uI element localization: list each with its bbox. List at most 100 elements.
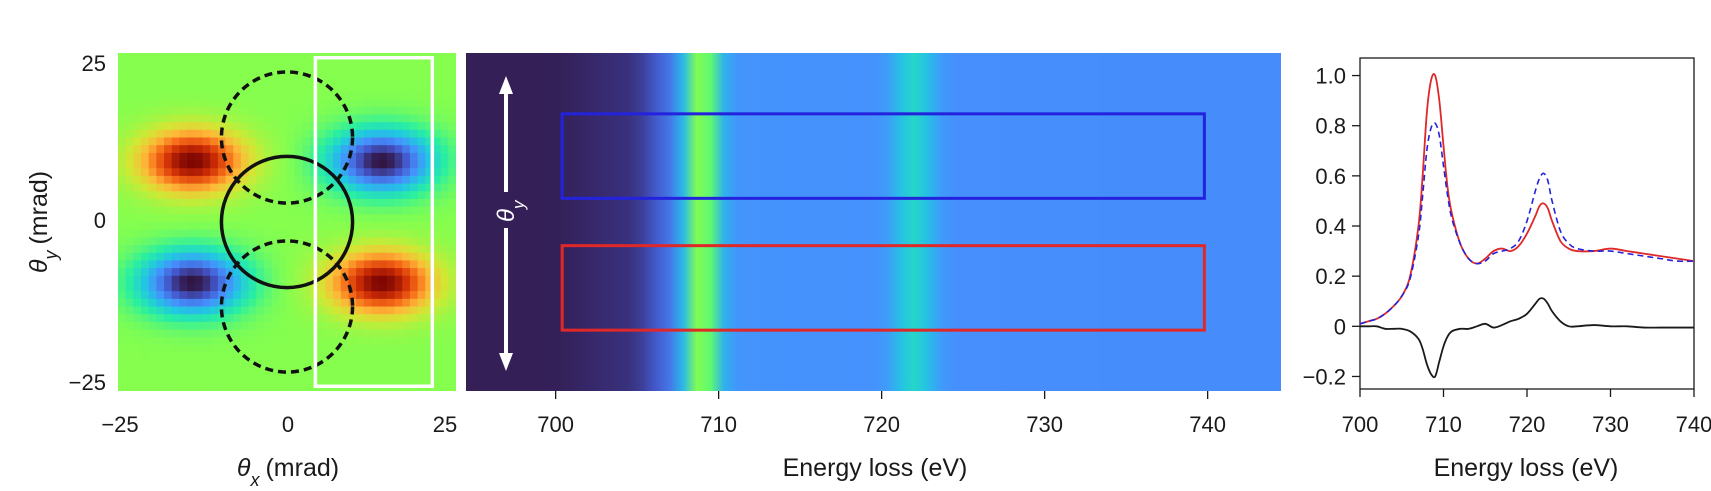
heatmap-cell	[125, 252, 134, 262]
heatmap-cell	[225, 175, 234, 185]
heatmap-cell	[333, 275, 342, 285]
heatmap-cell	[440, 298, 449, 308]
heatmap-cell	[133, 152, 142, 162]
heatmap-cell	[194, 283, 204, 292]
heatmap-cell	[187, 329, 196, 338]
heatmap-cell	[279, 329, 288, 338]
heatmap-cell	[133, 68, 142, 77]
heatmap-cell	[210, 175, 219, 185]
heatmap-cell	[248, 268, 257, 277]
heatmap-cell	[171, 360, 181, 369]
heatmap-cell	[133, 129, 142, 139]
heatmap-cell	[125, 306, 134, 315]
heatmap-cell	[317, 344, 327, 354]
heatmap-cell	[133, 375, 142, 384]
heatmap-cell	[256, 53, 265, 62]
heatmap-cell	[386, 129, 396, 139]
heatmap-cell	[417, 99, 426, 108]
heatmap-cell	[363, 352, 373, 361]
heatmap-cell	[263, 252, 273, 262]
heatmap-cell	[402, 91, 411, 100]
x-tick-label: 0	[282, 412, 294, 437]
heatmap-cell	[141, 360, 150, 369]
heatmap-cell	[425, 337, 434, 346]
heatmap-cell	[287, 99, 296, 108]
heatmap-cell	[379, 329, 388, 338]
heatmap-cell	[386, 83, 396, 93]
heatmap-cell	[133, 160, 142, 169]
heatmap-cell	[164, 183, 173, 192]
heatmap-cell	[340, 168, 350, 177]
heatmap-cell	[340, 367, 350, 377]
heatmap-cell	[217, 367, 227, 377]
heatmap-cell	[417, 352, 426, 361]
heatmap-cell	[394, 152, 403, 162]
heatmap-cell	[325, 314, 334, 323]
heatmap-cell	[386, 222, 396, 231]
heatmap-cell	[333, 237, 342, 246]
heatmap-cell	[409, 60, 419, 69]
heatmap-cell	[118, 383, 127, 391]
heatmap-cell	[233, 367, 242, 377]
heatmap-cell	[194, 191, 204, 200]
heatmap-cell	[379, 183, 388, 192]
heatmap-cell	[279, 191, 288, 200]
heatmap-cell	[233, 191, 242, 200]
integration-box	[560, 112, 1206, 200]
heatmap-cell	[210, 229, 219, 238]
heatmap-cell	[271, 68, 280, 77]
heatmap-cell	[271, 275, 280, 285]
heatmap-cell	[340, 245, 350, 254]
heatmap-cell	[141, 237, 150, 246]
heatmap-cell	[256, 68, 265, 77]
heatmap-cell	[256, 283, 265, 292]
heatmap-cell	[141, 183, 150, 192]
heatmap-cell	[217, 283, 227, 292]
heatmap-cell	[271, 260, 280, 269]
heatmap-cell	[294, 122, 303, 131]
heatmap-cell	[279, 383, 288, 391]
heatmap-cell	[156, 268, 165, 277]
spectra-lines	[1360, 73, 1694, 379]
heatmap-cell	[233, 114, 242, 123]
heatmap-cell	[210, 306, 219, 315]
heatmap-cell	[263, 106, 273, 116]
heatmap-cell	[294, 291, 303, 300]
heatmap-cell	[379, 275, 388, 285]
heatmap-cell	[240, 91, 250, 100]
heatmap-cell	[194, 183, 204, 192]
heatmap-cell	[287, 337, 296, 346]
heatmap-cell	[356, 114, 365, 123]
heatmap-cell	[448, 375, 456, 384]
heatmap-cell	[287, 53, 296, 62]
heatmap-cell	[348, 352, 357, 361]
heatmap-cell	[164, 329, 173, 338]
heatmap-cell	[287, 91, 296, 100]
heatmap-cell	[179, 229, 188, 238]
heatmap-cell	[440, 283, 449, 292]
heatmap-cell	[263, 60, 273, 69]
heatmap-cell	[386, 114, 396, 123]
heatmap-cell	[294, 99, 303, 108]
heatmap-cell	[417, 137, 426, 146]
heatmap-cell	[425, 229, 434, 238]
heatmap-cell	[118, 191, 127, 200]
heatmap-cell	[279, 229, 288, 238]
heatmap-cell	[325, 99, 334, 108]
heatmap-cell	[417, 222, 426, 231]
heatmap-cell	[417, 321, 426, 331]
heatmap-cell	[279, 298, 288, 308]
heatmap-cell	[440, 160, 449, 169]
heatmap-cell	[133, 237, 142, 246]
heatmap-cell	[179, 252, 188, 262]
heatmap-cell	[409, 229, 419, 238]
heatmap-cell	[386, 168, 396, 177]
heatmap-cell	[118, 198, 127, 208]
heatmap-cell	[287, 114, 296, 123]
heatmap-cell	[179, 237, 188, 246]
heatmap-cell	[125, 337, 134, 346]
heatmap-cell	[225, 222, 234, 231]
heatmap-cell	[133, 329, 142, 338]
heatmap-cell	[148, 367, 158, 377]
heatmap-cell	[348, 245, 357, 254]
